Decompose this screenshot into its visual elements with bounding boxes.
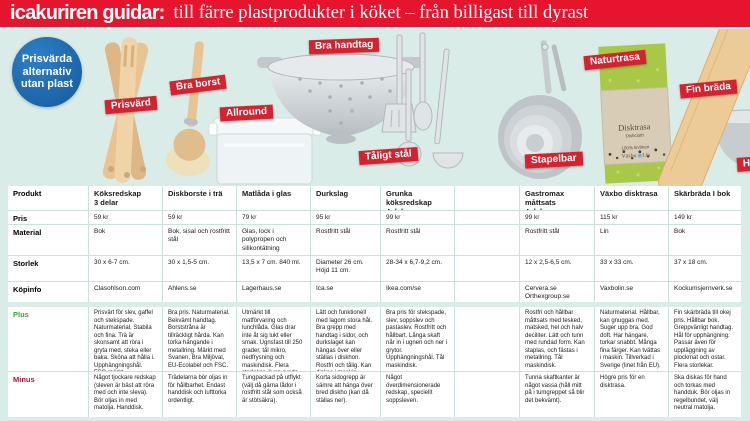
row-label-storlek: Storlek [13, 259, 39, 268]
dishcloth-material: 100% lin/linen [621, 144, 650, 151]
shop-info-cell: Vaxbolin.se [594, 282, 668, 302]
glass-container-illustration [208, 117, 322, 185]
badge-text: Prisvärda alternativ utan plast [21, 52, 73, 91]
minus-cell: Tungpackad på utflykt (välj då gärna låd… [236, 372, 310, 417]
product-name: Durkslag [310, 186, 380, 210]
material-cell: Rostfritt stål [519, 225, 594, 255]
product-name: Diskborste i trä [162, 186, 236, 210]
product-name: Grunka köksredskap 4 delar [380, 186, 454, 210]
material-cell: Rostfritt stål [310, 225, 380, 255]
size-cell: 13,5 x 7 cm. 840 ml. [236, 256, 310, 281]
plus-cell [454, 307, 519, 371]
shop-info-cell: Clasohlson.com [88, 282, 162, 302]
dish-brush-illustration [165, 41, 210, 176]
colander-illustration [257, 53, 425, 144]
shop-info-cell: Kockumsjernverk.se [668, 282, 741, 302]
table-divider-band [8, 302, 741, 307]
row-label-kopinfo: Köpinfo [13, 285, 42, 294]
price-cell: 149 kr [668, 211, 741, 224]
minus-cell: Korta sidogrepp är sämre att hänga över … [310, 372, 380, 417]
price-cell: 79 kr [236, 211, 310, 224]
price-cell: 99 kr [519, 211, 594, 224]
material-cell: Bok [88, 225, 162, 255]
vaxbo-lin-logo-dot [637, 153, 642, 158]
plus-cell: Bra pris. Naturmaterial. Bekvämt handtag… [162, 307, 236, 371]
minus-cell [454, 372, 519, 417]
page-title: till färre plastprodukter i köket – från… [173, 3, 589, 23]
size-cell: 30 x 1,5-5 cm. [162, 256, 236, 281]
shop-info-cell: Lagerhaus.se [236, 282, 310, 302]
material-cell [454, 225, 519, 255]
shop-info-cell: Ahlens.se [162, 282, 236, 302]
material-cell: Rostfritt stål [380, 225, 454, 255]
table-row-plus: Plus Prisvärt för slev, gaffel och steks… [8, 307, 741, 371]
table-row-material: Material Bok Bok, sisal och rostfritt st… [8, 224, 741, 255]
plus-cell: Utmärkt till matförvaring och lunchlåda.… [236, 307, 310, 371]
product-name: Matlåda i glas [236, 186, 310, 210]
dishcloth-label-band: Disktrasa Dishcloth 100% lin/linen Växbo… [600, 120, 670, 161]
size-cell: Diameter 26 cm. Höjd 11 cm. [310, 256, 380, 281]
minus-cell: Något tjockare redskap (sleven är bäst a… [88, 372, 162, 417]
row-label-produkt: Produkt [13, 189, 42, 198]
brand-logo: icakuriren guidar: [10, 2, 165, 24]
dishcloth-brand-right: Lin [642, 152, 651, 159]
no-plastic-badge: Prisvärda alternativ utan plast [12, 37, 82, 107]
price-cell: 99 kr [380, 211, 454, 224]
dishcloth-brand-left: Växbo [621, 152, 637, 160]
table-row-kopinfo: Köpinfo Clasohlson.com Ahlens.se Lagerha… [8, 281, 741, 302]
shop-info-cell: Ica.se [310, 282, 380, 302]
minus-cell: Trädelarna bör oljas in för hållbarhet. … [162, 372, 236, 417]
size-cell [454, 256, 519, 281]
table-row-produkt: Produkt Köksredskap 3 delar Diskborste i… [8, 186, 741, 210]
size-cell: 30 x 6-7 cm. [88, 256, 162, 281]
row-label-plus: Plus [13, 310, 29, 319]
product-name: Skärbräda I bok [668, 186, 741, 210]
callout-label-allround: Allround [219, 104, 274, 122]
material-cell: Bok, sisal och rostfritt stål [162, 225, 236, 255]
callout-label-stapelbar: Stapelbar [524, 151, 583, 169]
minus-cell: Ska diskas för hand och torkas med handd… [668, 372, 741, 417]
comparison-table: Produkt Köksredskap 3 delar Diskborste i… [8, 186, 741, 417]
material-cell: Lin [594, 225, 668, 255]
size-cell: 33 x 33 cm. [594, 256, 668, 281]
plus-cell: Rostfri och hållbar måttsats med tesked,… [519, 307, 594, 371]
header-bar: icakuriren guidar: till färre plastprodu… [0, 0, 750, 29]
plus-cell: Lätt och funktionell med lagom stora hål… [310, 307, 380, 371]
minus-cell: Något överdimensionerade redskap, specie… [380, 372, 454, 417]
shop-info-cell: Cervera.se Orthexgroup.se [519, 282, 594, 302]
size-cell: 28-34 x 6,7-9,2 cm. [380, 256, 454, 281]
minus-cell: Högre pris för en disktrasa. [594, 372, 668, 417]
price-cell: 59 kr [88, 211, 162, 224]
plus-cell: Prisvärt för slev, gaffel och stekspade.… [88, 307, 162, 371]
table-row-pris: Pris 59 kr 59 kr 79 kr 95 kr 99 kr 99 kr… [8, 210, 741, 224]
row-label-pris: Pris [13, 214, 28, 223]
shop-info-cell [454, 282, 519, 302]
callout-label-partial: Hä [736, 156, 750, 172]
size-cell: 12 x 2,5-6,5 cm. [519, 256, 594, 281]
price-cell: 115 kr [594, 211, 668, 224]
product-name: Gastromax måttsats 4 delar [519, 186, 594, 210]
price-cell [454, 211, 519, 224]
price-cell: 59 kr [162, 211, 236, 224]
row-label-minus: Minus [13, 375, 35, 384]
callout-label-bra-handtag: Bra handtag [308, 37, 380, 55]
plus-cell: Bra pris för stekspade, slev, soppslev o… [380, 307, 454, 371]
product-name: Växbo disktrasa [594, 186, 668, 210]
product-name: Köksredskap 3 delar [88, 186, 162, 210]
table-row-minus: Minus Något tjockare redskap (sleven är … [8, 371, 741, 417]
dishcloth-brand: Växbo Lin [602, 151, 670, 161]
price-cell: 95 kr [310, 211, 380, 224]
product-name [454, 186, 519, 210]
shop-info-cell: Ikea.com/se [380, 282, 454, 302]
row-label-material: Material [13, 228, 42, 237]
plus-cell: Naturmaterial. Hållbar, kan gnuggas med.… [594, 307, 668, 371]
material-cell: Glas, lock i polypropen och silikontätni… [236, 225, 310, 255]
minus-cell: Tunna skaftkanter är något vassa (håll m… [519, 372, 594, 417]
table-row-storlek: Storlek 30 x 6-7 cm. 30 x 1,5-5 cm. 13,5… [8, 255, 741, 281]
cutting-board-illustration [657, 0, 750, 201]
plus-cell: Fin skärbräda till okej pris. Hållbar bo… [668, 307, 741, 371]
size-cell: 37 x 18 cm. [668, 256, 741, 281]
material-cell: Bok [668, 225, 741, 255]
